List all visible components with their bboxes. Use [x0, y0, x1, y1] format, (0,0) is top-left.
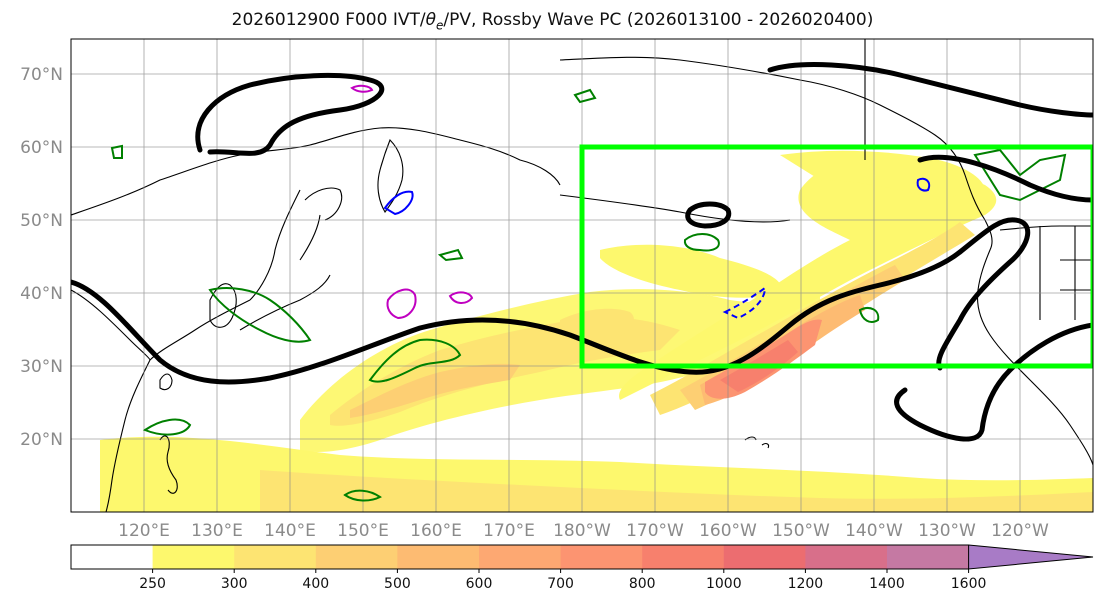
longitude-labels: 120°E 130°E 140°E 150°E 160°E 170°E 180°…: [118, 521, 1049, 541]
colorbar-label-700: 700: [547, 576, 574, 592]
lon-label-130w: 130°W: [918, 521, 976, 541]
theta-e-ne-loop: [917, 154, 1093, 203]
title-theta-subscript: e: [436, 18, 444, 33]
pv-contour-subtropic: [368, 338, 462, 383]
lat-label-20: 20°N: [20, 430, 63, 450]
lat-label-40: 40°N: [20, 284, 63, 304]
colorbar-segment-2: [234, 545, 317, 569]
pv-contour-s4: [858, 307, 880, 323]
pv-contour-s1: [437, 248, 464, 262]
lat-label-60: 60°N: [20, 138, 63, 158]
colorbar-segment-8: [723, 545, 806, 569]
title-prefix: 2026012900 F000 IVT/: [231, 10, 426, 30]
lon-label-180w: 180°W: [553, 521, 611, 541]
neg-pv-kamchatka: [383, 190, 414, 216]
latitude-labels: 70°N 60°N 50°N 40°N 30°N 20°N: [20, 65, 63, 450]
colorbar-label-1000: 1000: [706, 576, 742, 592]
pv-contour-ne-box: [973, 148, 1067, 202]
colorbar-segment-10: [887, 545, 970, 569]
ivt-tropical-strip-inner: [260, 470, 1093, 512]
lon-label-120w: 120°W: [991, 521, 1049, 541]
colorbar-segment-4: [397, 545, 480, 569]
lat-label-70: 70°N: [20, 65, 63, 85]
ivt-blob-center: [560, 308, 634, 343]
pv-contour-s2: [142, 418, 192, 436]
ivt-blob-north: [600, 244, 782, 298]
theta-e-arctic-loop: [195, 72, 385, 156]
korea-peninsula: [209, 283, 237, 328]
asia-coastline: [71, 127, 561, 512]
aleutian-chain: [559, 194, 791, 223]
colorbar-label-300: 300: [221, 576, 248, 592]
high-pv-3: [350, 84, 374, 93]
negative-pv-contours: [383, 177, 931, 320]
theta-e-se-loop: [894, 322, 1093, 442]
pv-contour-s3: [343, 489, 382, 502]
lon-label-170e: 170°E: [483, 521, 535, 541]
colorbar-label-500: 500: [384, 576, 411, 592]
lon-label-160e: 160°E: [410, 521, 462, 541]
ivt-band-west-core: [350, 363, 520, 418]
lon-label-130e: 130°E: [191, 521, 243, 541]
theta-e-polar-line: [767, 62, 1093, 118]
colorbar-segment-6: [560, 545, 643, 569]
colorbar-segment-9: [805, 545, 888, 569]
kamchatka: [377, 139, 404, 214]
map-layers: [71, 39, 1093, 512]
colorbar-extend-arrow: [968, 544, 1094, 570]
alaska-coastline: [559, 56, 1093, 466]
ivt-band-west: [300, 289, 820, 452]
colorbar-label-600: 600: [466, 576, 493, 592]
colorbar-label-1400: 1400: [869, 576, 905, 592]
colorbar-segment-3: [315, 545, 398, 569]
colorbar-outline: [70, 544, 969, 570]
title-theta-symbol: θ: [425, 10, 436, 30]
lat-label-50: 50°N: [20, 211, 63, 231]
colorbar-label-800: 800: [629, 576, 656, 592]
north-america-borders: [864, 39, 1093, 320]
pv-contour-japan: [208, 287, 312, 343]
pv-contour-s5: [573, 88, 597, 104]
lon-label-150e: 150°E: [337, 521, 389, 541]
lon-label-170w: 170°W: [626, 521, 684, 541]
neg-pv-ne: [916, 177, 931, 192]
pv-contours: [110, 88, 1067, 502]
colorbar-label-1200: 1200: [788, 576, 824, 592]
lon-label-120e: 120°E: [118, 521, 170, 541]
lon-label-140e: 140°E: [264, 521, 316, 541]
rossby-wave-region-box: [579, 144, 1093, 369]
colorbar-label-400: 400: [302, 576, 329, 592]
neg-pv-mid: [722, 286, 767, 320]
colorbar-label-250: 250: [139, 576, 166, 592]
ivt-river-outer-2: [780, 150, 985, 200]
map-title: 2026012900 F000 IVT/θe/PV, Rossby Wave P…: [0, 10, 1105, 32]
high-pv-1: [386, 288, 417, 320]
lat-label-30: 30°N: [20, 357, 63, 377]
lon-label-150w: 150°W: [772, 521, 830, 541]
map-frame: [70, 38, 1094, 513]
title-suffix: /PV, Rossby Wave PC (2026013100 - 202602…: [443, 10, 874, 30]
taiwan-island: [159, 373, 173, 391]
theta-e-small-loop: [685, 201, 732, 229]
lon-label-160w: 160°W: [699, 521, 757, 541]
colorbar-label-1600: 1600: [951, 576, 987, 592]
high-pv-contours: [350, 84, 474, 320]
colorbar-segment-5: [479, 545, 562, 569]
philippines: [159, 435, 178, 494]
japan-islands: [239, 187, 343, 331]
colorbar-segment-7: [642, 545, 725, 569]
ivt-colorbar: 250 300 400 500 600 700 800 1000 1200 1400 1600: [70, 544, 1094, 592]
pv-contour-s6: [110, 144, 123, 159]
colorbar-segment-1: [152, 545, 235, 569]
high-pv-2: [448, 291, 474, 304]
pv-contour-mid: [683, 233, 720, 252]
colorbar-segment-0: [71, 545, 154, 569]
lon-label-140w: 140°W: [845, 521, 903, 541]
coastlines: [71, 39, 1093, 512]
